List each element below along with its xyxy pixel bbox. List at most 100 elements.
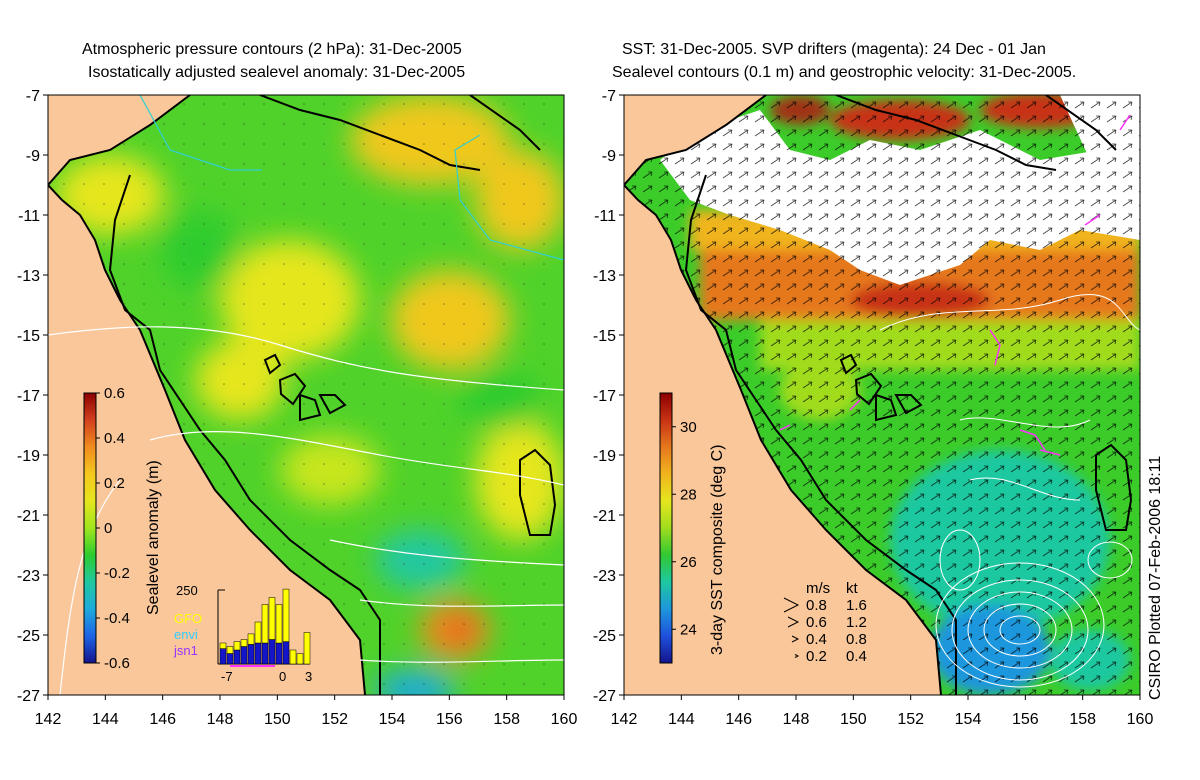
histogram-bar-blue — [219, 648, 227, 665]
histogram-x-tick: 3 — [305, 669, 312, 684]
longitude-tick-label: 148 — [783, 711, 810, 728]
longitude-tick-label: 152 — [321, 711, 348, 728]
histogram-bar-blue — [240, 646, 248, 665]
right-colorbar-gradient — [659, 392, 673, 664]
histogram-bar-yellow — [254, 621, 262, 644]
latitude-tick-label: -27 — [17, 688, 40, 705]
velocity-legend-kt: 0.8 — [846, 631, 867, 648]
velocity-legend-kt: 1.2 — [846, 614, 867, 631]
latitude-tick-label: -19 — [593, 448, 616, 465]
longitude-tick-label: 154 — [955, 711, 982, 728]
latitude-tick-label: -21 — [17, 508, 40, 525]
histogram-bar-blue — [261, 642, 269, 665]
left-map-coastline — [48, 95, 541, 186]
right-colorbar-label: 3-day SST composite (deg C) — [709, 445, 726, 655]
left-colorbar: 0.6 0.4 0.2 0 -0.2 -0.4 -0.6 Sealevel anomaly … — [83, 385, 162, 672]
histogram-x-tick: 0 — [279, 669, 286, 684]
histogram-legend-jsn1: jsn1 — [173, 643, 198, 658]
histogram-bar-yellow — [219, 642, 227, 649]
latitude-tick-label: -11 — [18, 208, 40, 225]
longitude-tick-label: 144 — [668, 711, 695, 728]
right-map-title-line1: SST: 31-Dec-2005. SVP drifters (magenta)… — [622, 41, 1046, 58]
right-colorbar: 30 28 26 24 3-day SST composite (deg C) — [659, 392, 726, 664]
histogram-bar-yellow — [233, 641, 241, 651]
left-map-title-line1: Atmospheric pressure contours (2 hPa): 3… — [82, 41, 462, 58]
credit-text-container: CSIRO Plotted 07-Feb-2006 18:11 — [1147, 456, 1164, 710]
latitude-tick-label: -17 — [17, 388, 40, 405]
velocity-legend-ms: 0.8 — [806, 597, 827, 614]
histogram-bar-yellow — [296, 653, 304, 665]
right-map-drifter-tracks — [779, 114, 1131, 456]
latitude-tick-label: -9 — [26, 148, 40, 165]
histogram-bar-blue — [226, 653, 234, 665]
left-colorbar-tick: 0.2 — [104, 475, 125, 492]
left-colorbar-label: Sealevel anomaly (m) — [145, 460, 162, 615]
left-colorbar-tick: -0.6 — [104, 655, 130, 672]
latitude-tick-label: -11 — [594, 208, 616, 225]
longitude-tick-label: 160 — [1127, 711, 1154, 728]
left-colorbar-tick: 0.4 — [104, 430, 125, 447]
left-colorbar-tick: -0.4 — [104, 610, 130, 627]
right-map — [624, 95, 1140, 695]
right-colorbar-tick: 26 — [680, 554, 697, 571]
left-map — [48, 95, 564, 695]
left-map-white-contours — [48, 326, 564, 695]
longitude-tick-label: 160 — [551, 711, 578, 728]
left-latitude-ticks: -7 -9 -11 -13 -15 -17 -19 -21 -23 -25 -27 — [17, 88, 48, 705]
histogram-bar-yellow — [303, 632, 311, 665]
histogram-bar-blue — [268, 639, 276, 665]
longitude-tick-label: 148 — [207, 711, 234, 728]
left-colorbar-tick: -0.2 — [104, 565, 130, 582]
histogram-bar-yellow — [282, 588, 290, 642]
histogram-bar-yellow — [240, 639, 248, 647]
longitude-tick-label: 158 — [1069, 711, 1096, 728]
longitude-tick-label: 146 — [725, 711, 752, 728]
longitude-tick-label: 142 — [611, 711, 638, 728]
velocity-legend-ms: 0.6 — [806, 614, 827, 631]
velocity-legend-header-kt: kt — [846, 580, 859, 597]
latitude-tick-label: -19 — [17, 448, 40, 465]
longitude-tick-label: 150 — [264, 711, 291, 728]
velocity-legend-header-ms: m/s — [806, 580, 830, 597]
right-colorbar-tick: 30 — [680, 419, 697, 436]
histogram-top-label: 250 — [176, 583, 198, 598]
latitude-tick-label: -15 — [17, 328, 40, 345]
histogram-bar-blue — [247, 644, 255, 665]
latitude-tick-label: -25 — [17, 628, 40, 645]
histogram-bar-blue — [254, 642, 262, 665]
histogram-x-tick: -7 — [221, 669, 233, 684]
velocity-legend-arrow — [787, 616, 800, 628]
histogram-bar-yellow — [226, 646, 234, 654]
velocity-legend-arrow — [794, 654, 800, 658]
right-colorbar-tick: 24 — [680, 621, 697, 638]
longitude-tick-label: 158 — [493, 711, 520, 728]
latitude-tick-label: -23 — [17, 568, 40, 585]
right-map-coastline — [624, 95, 1117, 186]
left-map-title-line2: Isostatically adjusted sealevel anomaly:… — [88, 64, 466, 81]
velocity-legend: m/s kt 0.8 1.60.6 1.20.4 0.80.2 0.4 — [783, 580, 867, 665]
latitude-tick-label: -25 — [593, 628, 616, 645]
latitude-tick-label: -9 — [602, 148, 616, 165]
longitude-tick-label: 142 — [35, 711, 62, 728]
latitude-tick-label: -27 — [593, 688, 616, 705]
right-map-sealevel-contours — [879, 294, 1140, 688]
left-longitude-ticks: 142 144 146 148 150 152 154 156 158 160 — [35, 695, 578, 728]
left-colorbar-gradient — [83, 392, 97, 664]
latitude-tick-label: -7 — [26, 88, 40, 105]
longitude-tick-label: 144 — [92, 711, 119, 728]
longitude-tick-label: 152 — [897, 711, 924, 728]
velocity-legend-kt: 0.4 — [846, 648, 867, 665]
latitude-tick-label: -17 — [593, 388, 616, 405]
left-colorbar-tick: 0 — [104, 520, 112, 537]
latitude-tick-label: -13 — [593, 268, 616, 285]
latitude-tick-label: -7 — [602, 88, 616, 105]
right-longitude-ticks: 142 144 146 148 150 152 154 156 158 160 — [611, 695, 1154, 728]
histogram-bar-yellow — [268, 597, 276, 640]
histogram-bar-blue — [275, 642, 283, 665]
histogram-bar-blue — [233, 649, 241, 665]
credit-text: CSIRO Plotted 07-Feb-2006 18:11 — [1147, 455, 1164, 700]
velocity-legend-ms: 0.4 — [806, 631, 827, 648]
histogram-bar-yellow — [247, 633, 255, 645]
